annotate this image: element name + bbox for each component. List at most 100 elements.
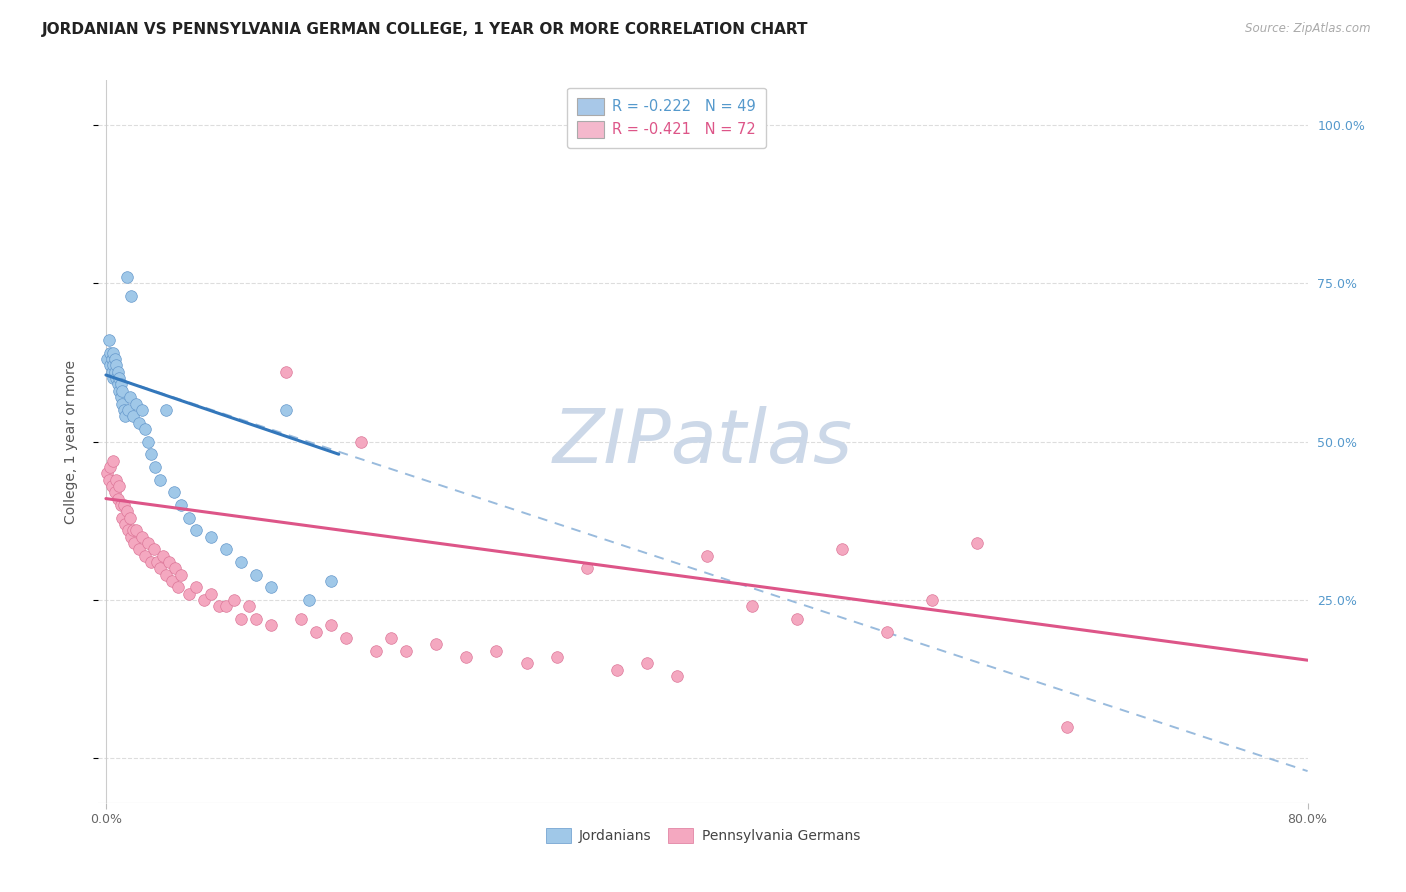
Point	[177, 510, 200, 524]
Point	[114, 516, 136, 531]
Point	[170, 567, 193, 582]
Point	[134, 549, 156, 563]
Point	[104, 352, 127, 367]
Point	[131, 530, 153, 544]
Point	[229, 612, 252, 626]
Point	[335, 631, 357, 645]
Point	[121, 289, 143, 303]
Point	[245, 567, 267, 582]
Point	[1056, 720, 1078, 734]
Point	[100, 346, 122, 360]
Point	[215, 599, 238, 614]
Point	[103, 453, 125, 467]
Point	[124, 536, 146, 550]
Point	[97, 473, 120, 487]
Point	[321, 618, 343, 632]
Point	[152, 549, 174, 563]
Point	[125, 523, 148, 537]
Point	[321, 574, 343, 588]
Point	[125, 396, 148, 410]
Point	[104, 485, 127, 500]
Point	[276, 365, 298, 379]
Point	[110, 377, 132, 392]
Point	[515, 657, 537, 671]
Point	[966, 536, 988, 550]
Point	[108, 479, 131, 493]
Point	[380, 631, 402, 645]
Point	[305, 624, 328, 639]
Point	[162, 485, 184, 500]
Point	[155, 402, 177, 417]
Point	[103, 346, 125, 360]
Point	[163, 561, 186, 575]
Point	[207, 599, 229, 614]
Point	[115, 504, 138, 518]
Point	[155, 567, 177, 582]
Point	[114, 409, 136, 424]
Point	[100, 459, 122, 474]
Text: Source: ZipAtlas.com: Source: ZipAtlas.com	[1246, 22, 1371, 36]
Point	[112, 498, 135, 512]
Point	[96, 352, 118, 367]
Point	[117, 523, 139, 537]
Point	[170, 498, 193, 512]
Point	[184, 580, 207, 594]
Point	[831, 542, 853, 557]
Legend: Jordanians, Pennsylvania Germans: Jordanians, Pennsylvania Germans	[538, 822, 868, 850]
Point	[104, 365, 127, 379]
Point	[105, 359, 128, 373]
Point	[115, 269, 138, 284]
Point	[128, 416, 150, 430]
Point	[193, 593, 215, 607]
Point	[107, 491, 129, 506]
Point	[276, 402, 298, 417]
Point	[122, 523, 145, 537]
Point	[139, 447, 162, 461]
Point	[157, 555, 180, 569]
Point	[101, 365, 124, 379]
Point	[143, 542, 166, 557]
Point	[200, 530, 222, 544]
Point	[108, 384, 131, 398]
Point	[366, 643, 388, 657]
Point	[110, 390, 132, 404]
Point	[741, 599, 763, 614]
Point	[395, 643, 418, 657]
Point	[149, 561, 172, 575]
Y-axis label: College, 1 year or more: College, 1 year or more	[63, 359, 77, 524]
Point	[111, 384, 134, 398]
Point	[229, 555, 252, 569]
Text: ZIPatlas: ZIPatlas	[553, 406, 853, 477]
Point	[876, 624, 898, 639]
Point	[103, 359, 125, 373]
Point	[103, 371, 125, 385]
Point	[146, 555, 169, 569]
Point	[546, 650, 568, 665]
Point	[101, 352, 124, 367]
Point	[260, 618, 283, 632]
Point	[696, 549, 718, 563]
Point	[111, 396, 134, 410]
Point	[160, 574, 183, 588]
Point	[139, 555, 162, 569]
Point	[122, 409, 145, 424]
Point	[606, 663, 628, 677]
Point	[575, 561, 598, 575]
Point	[111, 510, 134, 524]
Point	[200, 587, 222, 601]
Point	[245, 612, 267, 626]
Point	[260, 580, 283, 594]
Point	[485, 643, 508, 657]
Point	[238, 599, 260, 614]
Point	[131, 402, 153, 417]
Point	[117, 402, 139, 417]
Point	[108, 371, 131, 385]
Point	[145, 459, 167, 474]
Point	[350, 434, 373, 449]
Text: JORDANIAN VS PENNSYLVANIA GERMAN COLLEGE, 1 YEAR OR MORE CORRELATION CHART: JORDANIAN VS PENNSYLVANIA GERMAN COLLEGE…	[42, 22, 808, 37]
Point	[105, 473, 128, 487]
Point	[167, 580, 190, 594]
Point	[222, 593, 245, 607]
Point	[636, 657, 658, 671]
Point	[105, 371, 128, 385]
